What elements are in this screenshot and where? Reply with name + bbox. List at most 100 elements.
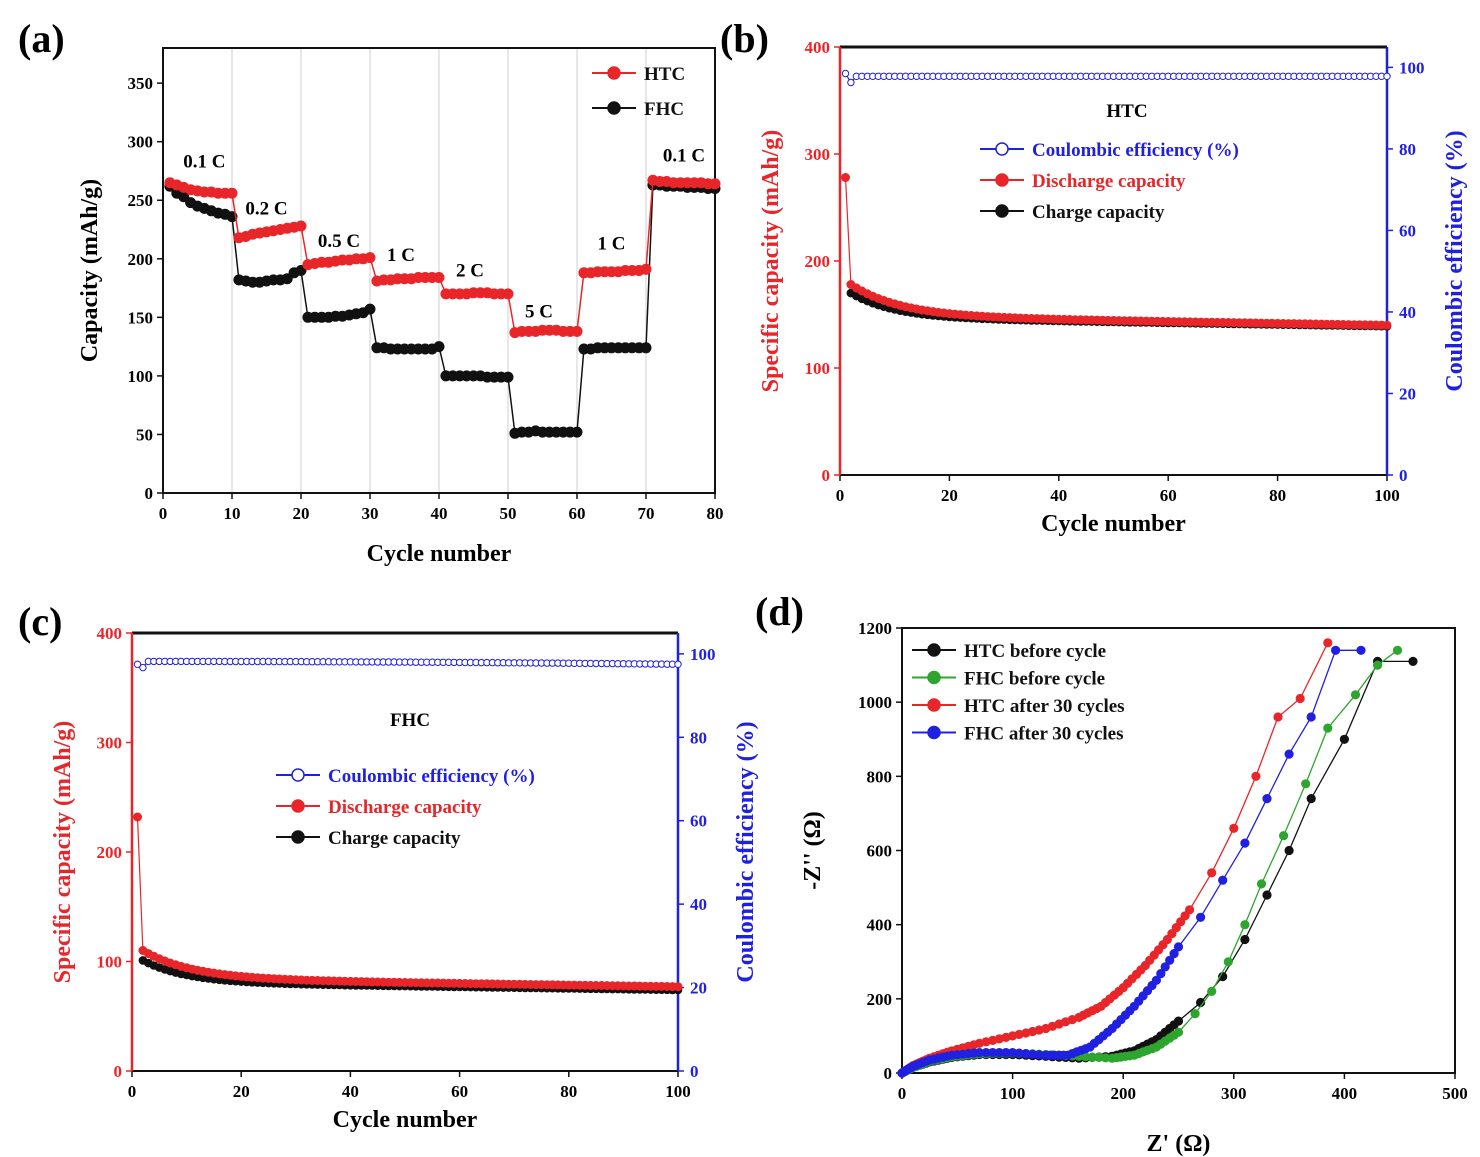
x-tick-label: 100 bbox=[665, 1082, 691, 1101]
y-tick-label: 1000 bbox=[858, 693, 892, 712]
rate-label: 1 C bbox=[598, 233, 626, 254]
y-left-axis-label: Specific capacity (mAh/g) bbox=[758, 130, 784, 393]
y-left-axis-label: Specific capacity (mAh/g) bbox=[50, 721, 76, 984]
x-tick-label: 0 bbox=[128, 1082, 137, 1101]
rate-label: 2 C bbox=[456, 260, 484, 281]
data-point-coulombic-efficiency bbox=[674, 660, 682, 668]
data-point-coulombic-efficiency bbox=[139, 663, 147, 672]
legend-charge-capacity-label: Charge capacity bbox=[328, 828, 461, 849]
data-point-discharge-capacity bbox=[840, 173, 850, 183]
data-point-FHC before cycle bbox=[1223, 957, 1233, 967]
x-tick-label: 0 bbox=[898, 1084, 907, 1103]
y-right-tick-label: 0 bbox=[690, 1062, 699, 1081]
y-tick-label: 1200 bbox=[858, 619, 892, 638]
data-point-coulombic-efficiency bbox=[133, 660, 142, 668]
rate-label: 0.1 C bbox=[183, 151, 225, 172]
x-tick-label: 60 bbox=[451, 1082, 468, 1101]
data-point-FHC after 30 cycles bbox=[1151, 975, 1161, 985]
legend-fhc-marker bbox=[607, 101, 621, 115]
legend-fhc-before-cycle-label: FHC before cycle bbox=[964, 669, 1105, 690]
legend-htc-after-30-cycles-marker bbox=[927, 698, 941, 712]
data-point-FHC before cycle bbox=[1323, 723, 1333, 733]
x-tick-label: 500 bbox=[1442, 1084, 1468, 1103]
x-tick-label: 400 bbox=[1332, 1084, 1358, 1103]
legend-coulombic-efficiency-marker bbox=[291, 768, 305, 782]
x-tick-label: 60 bbox=[569, 504, 586, 523]
x-tick-label: 20 bbox=[293, 504, 310, 523]
legend-htc-before-cycle-marker bbox=[927, 643, 941, 657]
x-axis-label: Cycle number bbox=[1041, 511, 1186, 537]
legend-htc-before-cycle-label: HTC before cycle bbox=[964, 641, 1106, 662]
data-point-HTC after 30 cycles bbox=[1184, 905, 1195, 915]
data-point-HTC bbox=[364, 252, 376, 264]
x-tick-label: 40 bbox=[431, 504, 448, 523]
data-point-FHC after 30 cycles bbox=[1156, 968, 1166, 979]
legend-charge-capacity-label: Charge capacity bbox=[1032, 202, 1165, 223]
x-tick-label: 20 bbox=[941, 486, 958, 505]
data-point-HTC before cycle bbox=[1408, 656, 1418, 667]
data-point-HTC after 30 cycles bbox=[1273, 712, 1283, 722]
x-tick-label: 70 bbox=[638, 504, 655, 523]
y-right-tick-label: 80 bbox=[1399, 140, 1416, 159]
data-point-HTC bbox=[640, 263, 652, 275]
x-tick-label: 50 bbox=[500, 504, 517, 523]
x-tick-label: 80 bbox=[560, 1082, 577, 1101]
y-right-tick-label: 80 bbox=[690, 728, 707, 747]
y-tick-label: 50 bbox=[136, 425, 153, 444]
legend-charge-capacity-marker bbox=[995, 204, 1009, 218]
inset-label: FHC bbox=[390, 710, 430, 731]
y-right-tick-label: 60 bbox=[690, 812, 707, 831]
x-tick-label: 40 bbox=[342, 1082, 359, 1101]
data-point-discharge-capacity bbox=[673, 982, 683, 992]
legend-discharge-capacity-marker bbox=[291, 799, 305, 813]
data-point-HTC after 30 cycles bbox=[1323, 638, 1333, 648]
legend-htc-marker bbox=[607, 66, 621, 80]
legend-coulombic-efficiency-label: Coulombic efficiency (%) bbox=[1032, 140, 1239, 161]
x-axis-label: Cycle number bbox=[367, 541, 512, 567]
y-left-tick-label: 300 bbox=[805, 145, 831, 164]
data-point-FHC before cycle bbox=[1301, 779, 1311, 789]
data-point-FHC before cycle bbox=[1190, 1009, 1200, 1019]
x-axis-label: Cycle number bbox=[333, 1107, 478, 1133]
data-point-FHC after 30 cycles bbox=[1173, 942, 1184, 952]
data-point-HTC bbox=[226, 187, 238, 199]
data-point-FHC bbox=[640, 342, 652, 354]
data-point-FHC after 30 cycles bbox=[1195, 912, 1206, 922]
data-point-HTC after 30 cycles bbox=[1229, 823, 1239, 833]
x-tick-label: 80 bbox=[707, 504, 724, 523]
x-tick-label: 60 bbox=[1160, 486, 1177, 505]
rate-label: 0.1 C bbox=[663, 146, 705, 167]
y-tick-label: 600 bbox=[867, 842, 893, 861]
data-point-discharge-capacity bbox=[1382, 320, 1392, 330]
data-point-FHC bbox=[571, 426, 583, 438]
inset-label: HTC bbox=[1106, 101, 1147, 122]
data-point-HTC before cycle bbox=[1240, 934, 1250, 945]
x-tick-label: 30 bbox=[362, 504, 379, 523]
y-tick-label: 0 bbox=[145, 484, 154, 503]
y-left-tick-label: 0 bbox=[114, 1062, 123, 1081]
panel-label-a: (a) bbox=[18, 16, 65, 61]
data-point-FHC bbox=[502, 371, 514, 383]
series-line-FHC bbox=[169, 184, 715, 435]
y-right-tick-label: 100 bbox=[1399, 58, 1425, 77]
y-left-tick-label: 200 bbox=[97, 843, 123, 862]
legend-coulombic-efficiency-marker bbox=[995, 142, 1009, 156]
x-tick-label: 0 bbox=[836, 486, 845, 505]
rate-label: 0.2 C bbox=[245, 198, 287, 219]
x-tick-label: 300 bbox=[1221, 1084, 1247, 1103]
x-tick-label: 0 bbox=[159, 504, 168, 523]
data-point-FHC before cycle bbox=[1350, 690, 1361, 700]
y-right-tick-label: 20 bbox=[690, 979, 707, 998]
data-point-FHC before cycle bbox=[1173, 1027, 1184, 1037]
data-point-HTC before cycle bbox=[1339, 734, 1349, 744]
y-tick-label: 350 bbox=[128, 74, 154, 93]
data-point-HTC bbox=[433, 271, 445, 283]
y-tick-label: 300 bbox=[128, 133, 154, 152]
data-point-FHC bbox=[364, 303, 376, 315]
data-point-HTC before cycle bbox=[1173, 1016, 1184, 1026]
y-tick-label: 100 bbox=[128, 367, 154, 386]
chart-d: 0 100 200 300 400 500 0 200 400 600 800 1000 1200 Z' … bbox=[800, 619, 1468, 1157]
y-left-tick-label: 100 bbox=[97, 953, 123, 972]
data-point-FHC before cycle bbox=[1207, 986, 1217, 997]
